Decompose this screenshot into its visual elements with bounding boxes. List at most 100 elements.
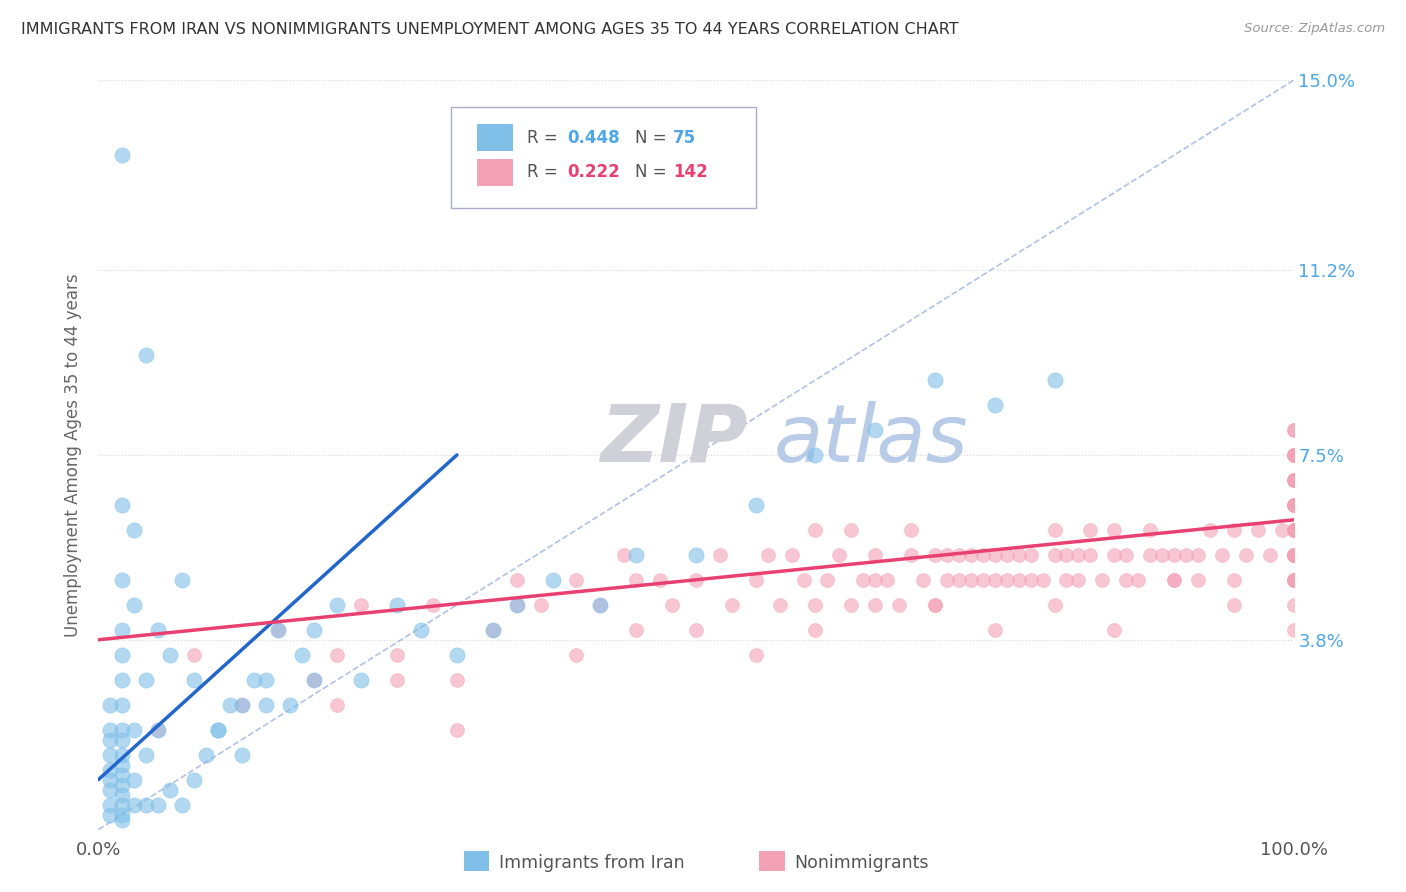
Point	[446, 648, 468, 662]
Text: Source: ZipAtlas.com: Source: ZipAtlas.com	[1244, 22, 1385, 36]
Text: 75: 75	[673, 129, 696, 147]
Point	[172, 797, 194, 812]
Point	[1139, 548, 1161, 562]
Point	[589, 598, 612, 612]
Point	[984, 398, 1007, 412]
Point	[1080, 548, 1102, 562]
Point	[924, 548, 946, 562]
Point	[1282, 448, 1305, 462]
Point	[541, 573, 564, 587]
Point	[1282, 473, 1305, 487]
Point	[111, 723, 134, 737]
Point	[852, 573, 875, 587]
Point	[924, 598, 946, 612]
Point	[1115, 573, 1137, 587]
Point	[613, 548, 636, 562]
Point	[721, 598, 744, 612]
Point	[1282, 448, 1305, 462]
Point	[984, 623, 1007, 637]
Point	[1282, 498, 1305, 512]
Point	[124, 797, 146, 812]
Point	[1008, 548, 1031, 562]
Point	[1043, 598, 1066, 612]
Point	[267, 623, 290, 637]
Point	[900, 523, 922, 537]
Point	[626, 548, 648, 562]
Point	[111, 648, 134, 662]
Point	[1282, 473, 1305, 487]
Point	[793, 573, 815, 587]
Point	[685, 573, 707, 587]
Point	[756, 548, 779, 562]
Point	[1128, 573, 1150, 587]
Point	[1067, 548, 1090, 562]
Y-axis label: Unemployment Among Ages 35 to 44 years: Unemployment Among Ages 35 to 44 years	[65, 273, 83, 637]
Point	[865, 598, 887, 612]
Point	[1282, 448, 1305, 462]
Point	[841, 598, 863, 612]
Point	[1282, 523, 1305, 537]
Point	[111, 698, 134, 712]
Point	[1271, 523, 1294, 537]
Point	[1282, 573, 1305, 587]
Point	[1104, 548, 1126, 562]
Point	[1282, 523, 1305, 537]
Point	[650, 573, 672, 587]
Point	[1282, 548, 1305, 562]
Point	[148, 723, 170, 737]
Point	[98, 797, 122, 812]
Point	[1282, 523, 1305, 537]
Text: Nonimmigrants: Nonimmigrants	[794, 855, 929, 872]
Point	[98, 807, 122, 822]
Point	[1282, 423, 1305, 437]
Point	[111, 573, 134, 587]
Point	[685, 548, 707, 562]
Point	[1043, 373, 1066, 387]
Point	[231, 698, 253, 712]
Point	[98, 732, 122, 747]
Point	[1282, 523, 1305, 537]
Point	[98, 782, 122, 797]
Point	[1282, 623, 1305, 637]
Point	[446, 723, 468, 737]
Point	[1282, 498, 1305, 512]
Point	[1282, 473, 1305, 487]
Point	[1115, 548, 1137, 562]
Point	[482, 623, 505, 637]
Point	[780, 548, 803, 562]
Point	[804, 623, 827, 637]
Point	[506, 573, 529, 587]
Point	[1175, 548, 1198, 562]
Point	[1282, 523, 1305, 537]
Point	[111, 757, 134, 772]
Point	[1139, 523, 1161, 537]
Point	[995, 573, 1018, 587]
Point	[1187, 548, 1209, 562]
Point	[135, 797, 157, 812]
Bar	[477, 159, 513, 186]
Point	[326, 648, 349, 662]
Point	[302, 673, 325, 687]
Point	[1282, 573, 1305, 587]
Point	[1091, 573, 1114, 587]
Text: IMMIGRANTS FROM IRAN VS NONIMMIGRANTS UNEMPLOYMENT AMONG AGES 35 TO 44 YEARS COR: IMMIGRANTS FROM IRAN VS NONIMMIGRANTS UN…	[21, 22, 959, 37]
Point	[1211, 548, 1233, 562]
Point	[1234, 548, 1257, 562]
Point	[865, 573, 887, 587]
Point	[159, 648, 181, 662]
Point	[1067, 573, 1090, 587]
Point	[1008, 573, 1031, 587]
Point	[1223, 598, 1246, 612]
Point	[1258, 548, 1281, 562]
Point	[828, 548, 851, 562]
Bar	[477, 125, 513, 152]
Point	[1199, 523, 1222, 537]
Text: ZIP: ZIP	[600, 401, 748, 479]
Point	[924, 373, 946, 387]
Bar	[759, 851, 785, 871]
Point	[195, 747, 218, 762]
Point	[936, 573, 959, 587]
Point	[960, 548, 983, 562]
Text: 0.222: 0.222	[567, 163, 620, 181]
Point	[1152, 548, 1174, 562]
